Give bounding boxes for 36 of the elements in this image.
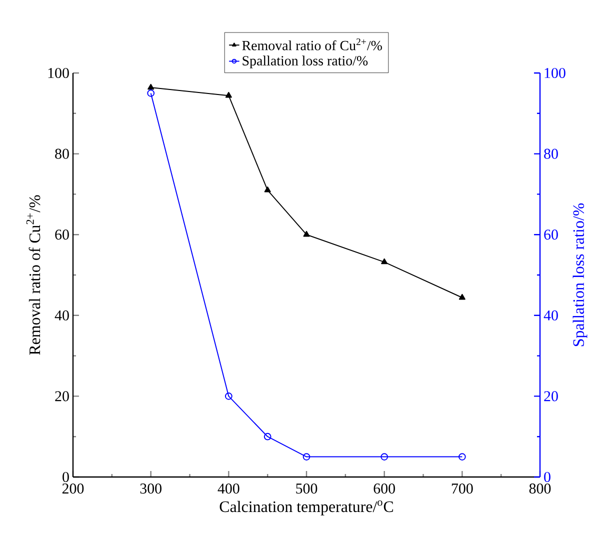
x-tick-label: 700 [452,484,473,494]
point [224,392,232,400]
point [264,186,271,192]
x-tick-label: 400 [218,484,240,494]
point [303,230,310,237]
x-tick-label: 600 [374,484,395,494]
y-tick-label: 100 [48,68,69,78]
legend-label: Spallation loss ratio/% [242,56,368,68]
x-tick-label: 300 [140,484,162,494]
y2-tick-label: 20 [544,391,558,402]
point [225,92,232,98]
point [458,453,466,460]
y-tick-label: 0 [62,472,69,482]
point [380,453,388,460]
y2-tick-label: 80 [544,148,558,159]
point [458,294,466,300]
y2-axis-title: Spallation loss ratio/% [572,203,588,346]
y-tick-label: 40 [54,310,69,320]
y-axis-title: Removal ratio of Cu$^{2+}$/% [26,195,40,355]
x-tick-label: 500 [296,484,318,494]
point [381,258,388,264]
point [302,453,310,460]
legend-label: Removal ratio of Cu$^{2+}$/% [242,38,382,50]
x-tick-label: 800 [529,484,551,494]
y2-tick-label: 0 [544,472,550,482]
y-tick-label: 80 [55,148,69,159]
x-axis-title: Calcination temperature/$^{o}$C [220,500,393,516]
point [148,84,154,90]
y-tick-label: 20 [55,391,69,402]
y2-tick-label: 40 [544,310,558,320]
y2-tick-label: 100 [544,68,566,78]
point [264,432,272,440]
point [147,90,155,97]
x-tick-label: 200 [62,484,84,494]
y2-tick-label: 60 [544,230,558,240]
y-tick-label: 60 [55,230,69,240]
